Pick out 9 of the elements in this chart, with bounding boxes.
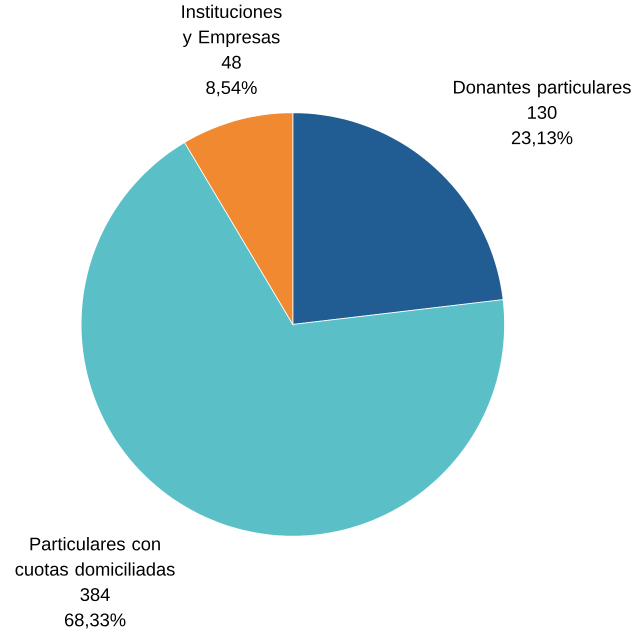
text: 23,13%	[512, 131, 572, 146]
slice-label: Particulares con cuotas domiciliadas	[16, 536, 175, 576]
slice-label: Donantes particulares	[454, 80, 631, 98]
text: 68,33%	[64, 613, 126, 628]
data-label: 384	[80, 588, 110, 601]
data-label: 48	[222, 56, 241, 69]
text: 8,54%	[206, 80, 257, 96]
data-label: 130	[528, 106, 557, 119]
slice-label: Instituciones y Empresas	[182, 4, 282, 47]
